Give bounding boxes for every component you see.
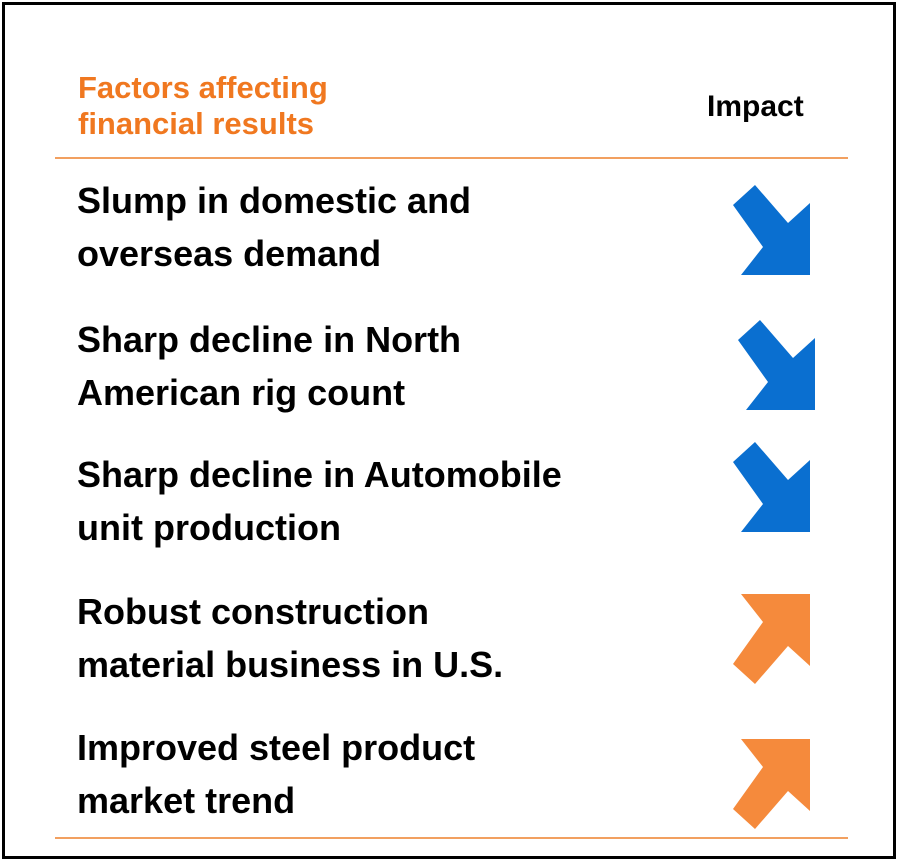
factor: Sharp decline in Automobile unit product… [77, 454, 562, 548]
down-arrow [733, 185, 810, 275]
up-arrow [733, 739, 810, 829]
factor: Robust construction material business in… [77, 591, 504, 685]
header-rule [55, 157, 848, 159]
down-arrow [733, 442, 810, 532]
bottom-rule [55, 837, 848, 839]
factor: Improved steel product market trend [77, 727, 476, 821]
factors-header: Factors affecting financial results [78, 70, 328, 141]
down-arrow [738, 320, 815, 410]
impact-header: Impact [707, 90, 804, 123]
factor: Slump in domestic and overseas demand [77, 180, 472, 274]
up-arrow [733, 594, 810, 684]
factor: Sharp decline in North American rig coun… [77, 319, 462, 413]
